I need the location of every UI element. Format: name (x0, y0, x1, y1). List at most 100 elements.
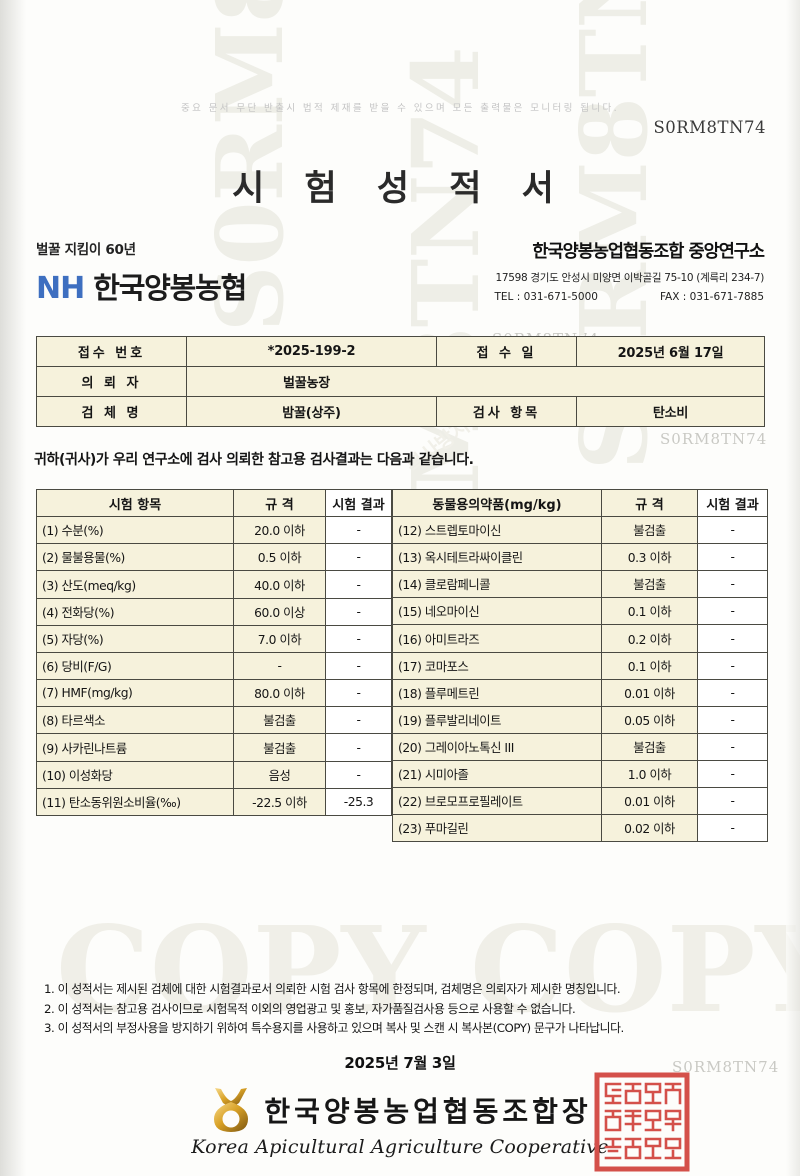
cell-spec: 0.01 이하 (601, 787, 698, 816)
signer-title-en: Korea Apicultural Agriculture Cooperativ… (191, 1136, 609, 1158)
cell-value: - (697, 570, 768, 599)
cell-spec: 80.0 이하 (233, 679, 326, 708)
table-row: (20) 그레이아노톡신 III 불검출 - (392, 732, 768, 761)
cell-value: - (325, 651, 392, 681)
info-label-sample-name: 검 체 명 (36, 396, 187, 427)
cell-spec: 불검출 (233, 733, 326, 762)
official-seal-stamp (594, 1072, 690, 1172)
cell-value: - (697, 732, 768, 761)
cell-spec: 0.01 이하 (601, 678, 698, 707)
results-tables: 시험 항목 규 격 시험 결과 (1) 수분(%) 20.0 이하 - (2) 물불용… (36, 488, 768, 843)
cell-item: (12) 스트렙토마이신 (392, 516, 602, 545)
cell-spec: 불검출 (601, 570, 698, 599)
col-header-item: 시험 항목 (36, 488, 234, 518)
cell-item: (18) 플루메트린 (392, 678, 602, 707)
footer-note: 1. 이 성적서는 제시된 검체에 대한 시험결과로서 의뢰한 시험 검사 항목… (44, 982, 621, 996)
document-code: S0RM8TN74 (653, 118, 766, 137)
cell-spec: 0.3 이하 (601, 543, 698, 572)
cell-spec: 음성 (233, 760, 326, 789)
cell-value: - (697, 516, 768, 545)
cell-value: - (325, 570, 392, 599)
cell-value: - (325, 733, 392, 762)
cell-spec: 7.0 이하 (233, 624, 326, 653)
cell-value: - (697, 597, 768, 626)
cell-spec: 0.05 이하 (601, 705, 698, 734)
cell-item: (16) 아미트라즈 (392, 624, 602, 653)
cell-value: - (325, 597, 392, 626)
cell-spec: 0.1 이하 (601, 651, 698, 680)
cell-item: (13) 옥시테트라싸이클린 (392, 543, 602, 572)
info-value-receipt-date: 2025년 6월 17일 (576, 336, 765, 367)
cell-spec: 불검출 (601, 732, 698, 761)
cell-spec: - (233, 651, 326, 681)
col-header-result: 시험 결과 (697, 488, 768, 518)
cell-item: (14) 클로람페니콜 (392, 570, 602, 599)
cell-value: - (697, 759, 768, 789)
cooperative-emblem-icon (214, 1088, 249, 1132)
cell-value: - (325, 679, 392, 708)
cell-value: - (325, 760, 392, 789)
cell-spec: 0.2 이하 (601, 624, 698, 653)
cell-value: - (325, 516, 392, 545)
table-header-row: 시험 항목 규 격 시험 결과 (36, 488, 392, 518)
table-row: (17) 코마포스 0.1 이하 - (392, 651, 768, 680)
cell-spec: 1.0 이하 (601, 759, 698, 789)
table-row: (4) 전화당(%) 60.0 이상 - (36, 597, 392, 626)
submission-info-table: 접수 번호 *2025-199-2 접 수 일 2025년 6월 17일 의 뢰… (36, 336, 765, 427)
footer-notes: 1. 이 성적서는 제시된 검체에 대한 시험결과로서 의뢰한 시험 검사 항목… (44, 980, 770, 1039)
cell-item: (5) 자당(%) (36, 624, 234, 653)
cell-item: (9) 사카린나트륨 (36, 733, 234, 762)
cell-spec: 0.02 이하 (601, 814, 698, 843)
tagline: 벌꿀 지킴이 60년 (36, 242, 136, 258)
security-notice: 중요 문서 무단 반출시 법적 제재를 받을 수 있으며 모든 출력물은 모니터… (180, 103, 620, 114)
cell-item: (21) 시미아졸 (392, 759, 602, 789)
cell-item: (17) 코마포스 (392, 651, 602, 680)
info-label-receipt-no: 접수 번호 (36, 336, 187, 367)
cell-item: (15) 네오마이신 (392, 597, 602, 626)
table-row: (3) 산도(meq/kg) 40.0 이하 - (36, 570, 392, 599)
cell-value: - (697, 624, 768, 653)
table-header-row: 동물용의약품(mg/kg) 규 격 시험 결과 (392, 488, 768, 518)
cell-spec: 불검출 (233, 706, 326, 735)
cell-item: (1) 수분(%) (36, 516, 234, 545)
table-row: (5) 자당(%) 7.0 이하 - (36, 624, 392, 653)
cell-value: - (697, 543, 768, 572)
lab-name: 한국양봉농업협동조합 중앙연구소 (532, 242, 765, 262)
table-row: (1) 수분(%) 20.0 이하 - (36, 516, 392, 545)
table-row: 검 체 명 밤꿀(상주) 검사 항목 탄소비 (36, 396, 765, 427)
col-header-result: 시험 결과 (325, 488, 392, 518)
cell-value: - (325, 624, 392, 653)
table-row-spacer (37, 815, 392, 842)
table-row: (18) 플루메트린 0.01 이하 - (392, 678, 768, 707)
col-header-item: 동물용의약품(mg/kg) (392, 488, 602, 518)
table-row: (7) HMF(mg/kg) 80.0 이하 - (36, 679, 392, 708)
cell-spec: 20.0 이하 (233, 516, 326, 545)
letterhead-right: 한국양봉농업협동조합 중앙연구소 17598 경기도 안성시 미양면 이박골길 … (364, 238, 765, 303)
brand-lockup: NH 한국양봉농협 (36, 265, 247, 307)
info-value-receipt-no: *2025-199-2 (186, 336, 437, 367)
cell-value: - (697, 651, 768, 680)
cell-item: (7) HMF(mg/kg) (36, 679, 234, 708)
cell-item: (6) 당비(F/G) (36, 651, 234, 681)
table-row: (11) 탄소동위원소비율(‰) -22.5 이하 -25.3 (36, 787, 392, 816)
cell-item: (20) 그레이아노톡신 III (392, 732, 602, 761)
watermark-code: S0RM8TN74 (660, 430, 768, 448)
cell-item: (2) 물불용물(%) (36, 543, 234, 572)
cell-item: (3) 산도(meq/kg) (36, 570, 234, 599)
cell-item: (10) 이성화당 (36, 760, 234, 789)
table-row: (12) 스트렙토마이신 불검출 - (392, 516, 768, 545)
cell-value: -25.3 (325, 787, 392, 816)
cell-spec: 40.0 이하 (233, 570, 326, 599)
info-label-receipt-date: 접 수 일 (436, 336, 577, 367)
footer-note: 3. 이 성적서의 부정사용을 방지하기 위하여 특수용지를 사용하고 있으며 … (44, 1021, 624, 1035)
table-row: (6) 당비(F/G) - - (36, 651, 392, 681)
cell-item: (8) 타르색소 (36, 706, 234, 735)
cell-item: (19) 플루발리네이트 (392, 705, 602, 734)
table-row: (15) 네오마이신 0.1 이하 - (392, 597, 768, 626)
cell-value: - (697, 705, 768, 734)
lab-address: 17598 경기도 안성시 미양면 이박골길 75-10 (계륵리 234-7) (495, 272, 764, 284)
table-row: 접수 번호 *2025-199-2 접 수 일 2025년 6월 17일 (36, 336, 765, 367)
table-row: (10) 이성화당 음성 - (36, 760, 392, 789)
table-row: (14) 클로람페니콜 불검출 - (392, 570, 768, 599)
